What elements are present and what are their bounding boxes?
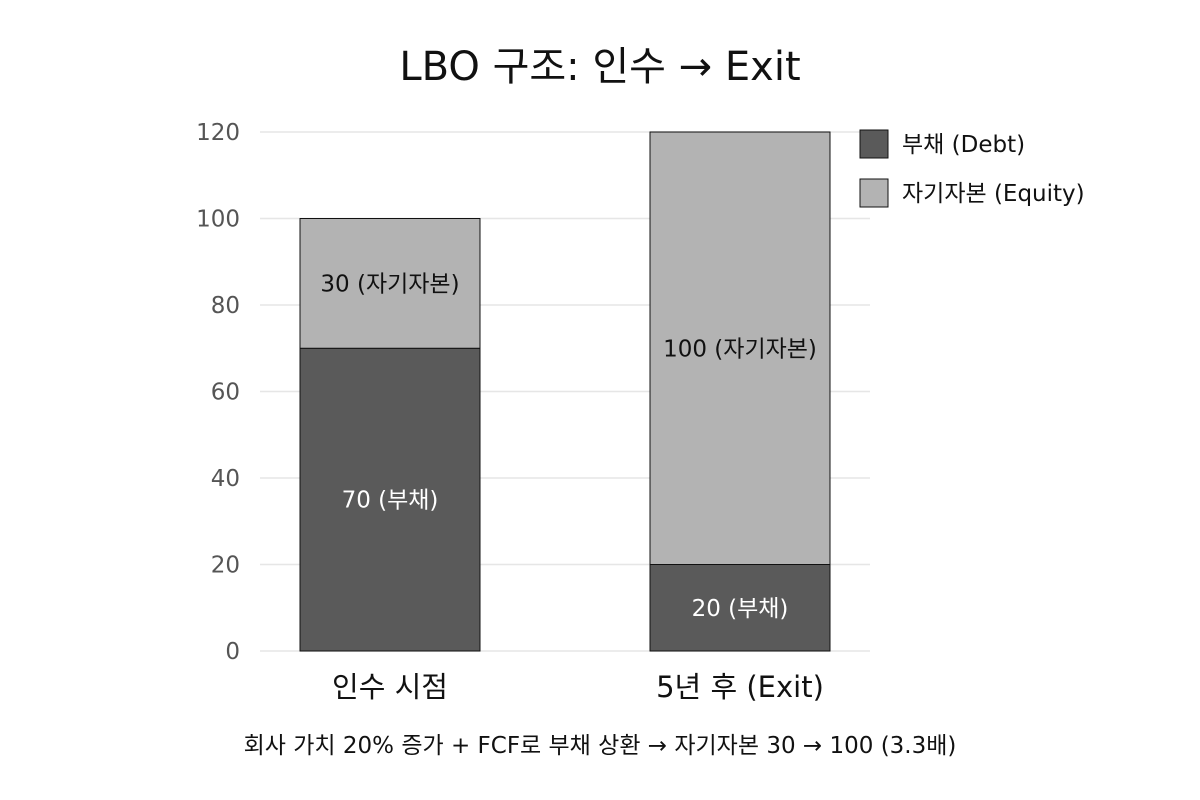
y-tick-label: 120 <box>196 120 240 146</box>
legend-swatch <box>859 129 889 159</box>
bar-segment <box>299 218 481 349</box>
y-tick-label: 80 <box>211 293 240 319</box>
legend-label: 자기자본 (Equity) <box>902 181 1085 207</box>
y-axis: 0 20 40 60 80 100 120 <box>196 120 240 665</box>
segment-data-label: 30 (자기자본) <box>320 271 459 297</box>
segment-data-label: 70 (부채) <box>342 488 439 514</box>
bars <box>299 131 831 652</box>
x-category-label: 5년 후 (Exit) <box>656 670 824 704</box>
x-axis: 인수 시점 5년 후 (Exit) <box>332 670 824 704</box>
y-tick-label: 100 <box>196 207 240 233</box>
chart-caption: 회사 가치 20% 증가 + FCF로 부채 상환 → 자기자본 30 → 10… <box>244 733 957 759</box>
y-tick-label: 20 <box>211 553 240 579</box>
y-tick-label: 0 <box>225 639 240 665</box>
bar-segment <box>649 131 831 565</box>
legend: 부채 (Debt) 자기자본 (Equity) <box>859 129 1085 208</box>
legend-swatch <box>859 178 889 208</box>
x-category-label: 인수 시점 <box>332 670 448 704</box>
y-tick-label: 60 <box>211 380 240 406</box>
legend-label: 부채 (Debt) <box>902 132 1025 158</box>
chart-title: LBO 구조: 인수 → Exit <box>399 44 800 90</box>
y-tick-label: 40 <box>211 466 240 492</box>
segment-data-label: 100 (자기자본) <box>663 336 817 362</box>
segment-labels: 70 (부채) 30 (자기자본) 20 (부채) 100 (자기자본) <box>320 271 816 621</box>
bar-segment <box>649 564 831 652</box>
bar-segment <box>299 347 481 652</box>
segment-data-label: 20 (부채) <box>692 596 789 622</box>
